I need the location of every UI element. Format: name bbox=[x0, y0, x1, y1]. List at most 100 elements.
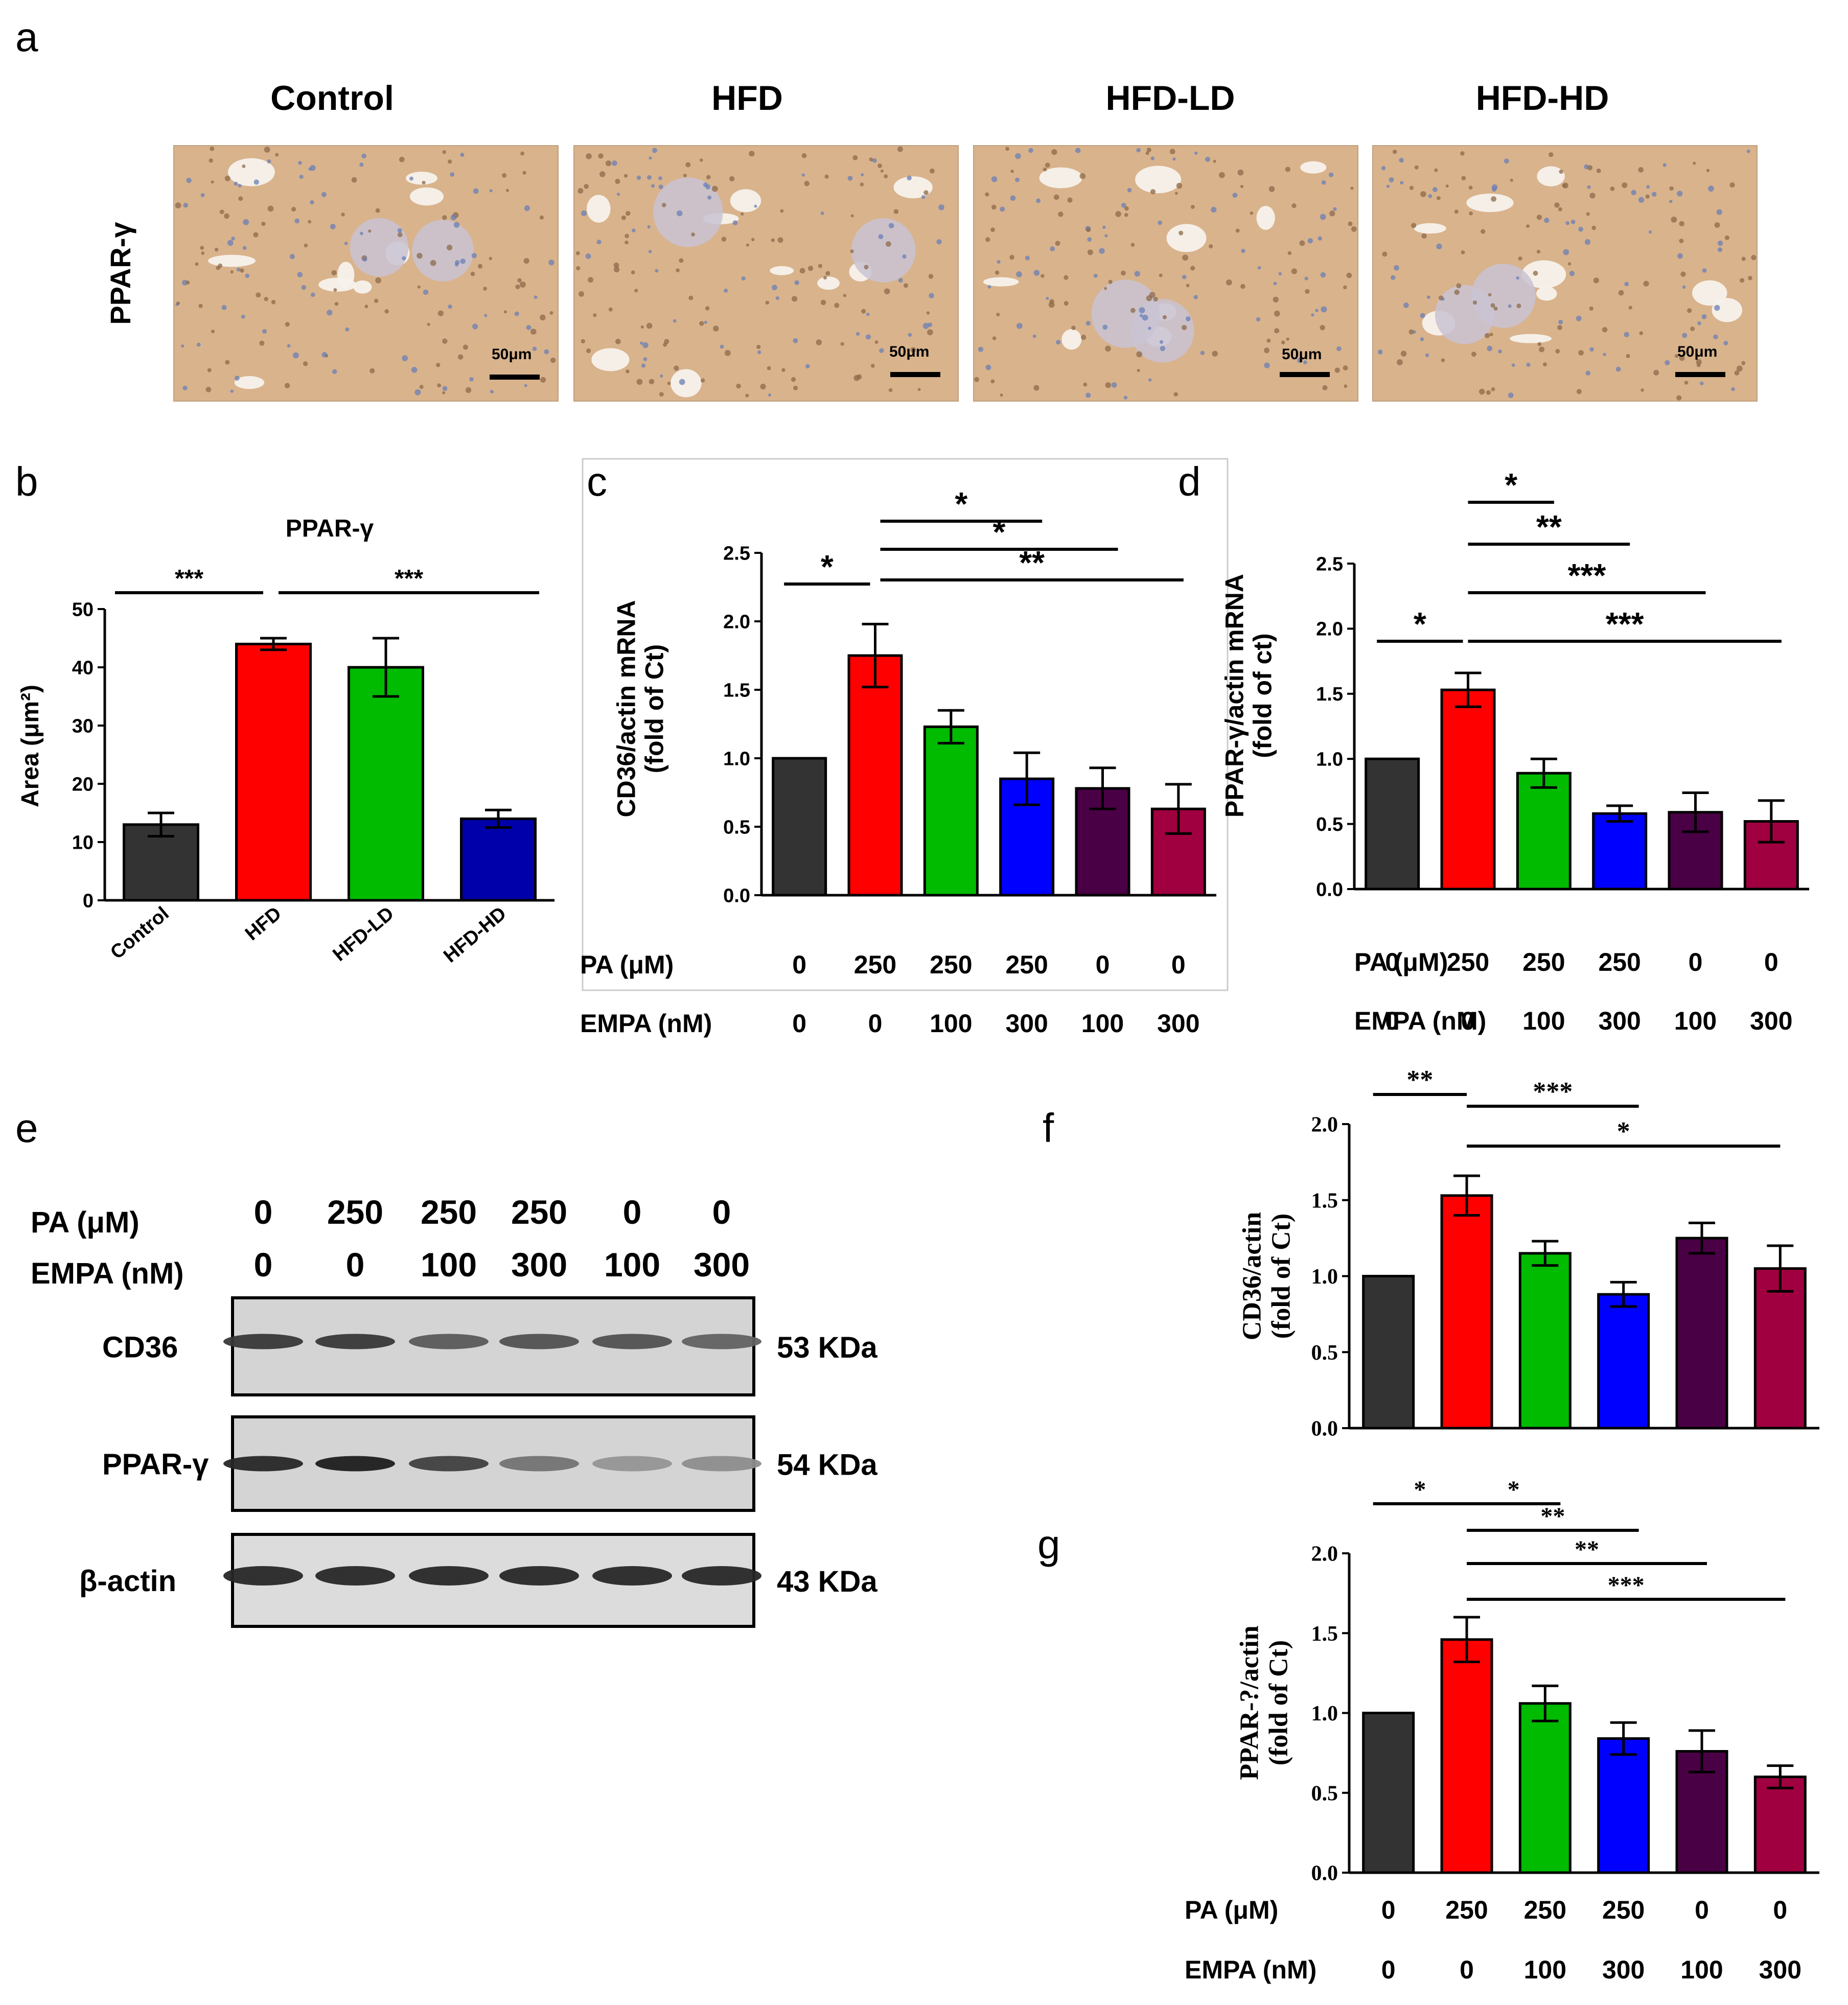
nucleus bbox=[1469, 211, 1473, 216]
nucleus bbox=[1638, 197, 1645, 203]
blot-protein-label: β-actin bbox=[79, 1565, 176, 1598]
nucleus bbox=[1603, 353, 1606, 356]
nucleus bbox=[679, 379, 685, 385]
nucleus bbox=[1028, 148, 1033, 153]
nucleus bbox=[422, 180, 426, 185]
nucleus bbox=[824, 174, 829, 179]
nucleus bbox=[917, 388, 921, 391]
lumen-space bbox=[591, 348, 630, 371]
nucleus bbox=[409, 176, 413, 181]
nucleus bbox=[183, 202, 188, 208]
nucleus bbox=[519, 282, 526, 288]
nucleus bbox=[1150, 189, 1156, 195]
nucleus bbox=[1622, 182, 1628, 189]
nucleus bbox=[1536, 249, 1541, 254]
micrograph-hfd-ld bbox=[973, 145, 1358, 402]
nucleus bbox=[1185, 316, 1191, 321]
nucleus bbox=[711, 185, 718, 192]
nucleus bbox=[234, 181, 238, 186]
pa-value: 0 bbox=[623, 1193, 642, 1231]
nucleus bbox=[640, 325, 644, 329]
band bbox=[315, 1334, 395, 1349]
nucleus bbox=[1639, 331, 1644, 335]
nucleus bbox=[1486, 390, 1491, 395]
bar-3 bbox=[1518, 1252, 1572, 1430]
nucleus bbox=[625, 234, 629, 239]
nucleus bbox=[1240, 184, 1244, 189]
y-tick-label: 30 bbox=[72, 715, 94, 737]
nucleus bbox=[1257, 266, 1261, 270]
nucleus bbox=[1333, 207, 1337, 211]
nucleus bbox=[530, 329, 537, 335]
nucleus bbox=[1297, 358, 1303, 363]
nucleus bbox=[700, 158, 703, 162]
nucleus bbox=[259, 340, 265, 346]
x-tick-label: Control bbox=[106, 903, 173, 964]
nucleus bbox=[1570, 219, 1576, 224]
nucleus bbox=[613, 266, 620, 273]
nucleus bbox=[843, 294, 847, 297]
group-label-hfd-hd: HFD-HD bbox=[1476, 79, 1609, 118]
nucleus bbox=[1396, 359, 1403, 366]
band bbox=[592, 1456, 672, 1472]
lumen-space bbox=[1039, 167, 1082, 189]
nucleus bbox=[227, 240, 234, 246]
nucleus bbox=[333, 288, 337, 292]
lumen-space bbox=[1536, 286, 1557, 301]
nucleus bbox=[1193, 295, 1198, 299]
nucleus bbox=[430, 260, 436, 266]
band bbox=[682, 1334, 761, 1349]
nucleus bbox=[793, 385, 798, 390]
nucleus bbox=[1148, 378, 1152, 382]
nucleus bbox=[211, 180, 214, 184]
nucleus bbox=[1432, 187, 1438, 192]
nucleus bbox=[1713, 334, 1718, 340]
chart-f-cd36-protein: CD36/actin(fold of Ct) 0.0 0.5 1.0 1.5 2.0 *… bbox=[1237, 1065, 1819, 1441]
nucleus bbox=[632, 228, 636, 232]
nucleus bbox=[1256, 317, 1261, 322]
nucleus bbox=[720, 344, 724, 349]
nucleus bbox=[586, 153, 592, 159]
nucleus bbox=[308, 167, 312, 171]
nucleus bbox=[1411, 223, 1417, 228]
nucleus bbox=[1682, 285, 1686, 289]
y-axis-label-line: CD36/actin mRNA bbox=[612, 600, 641, 817]
nucleus bbox=[360, 231, 363, 236]
nucleus bbox=[442, 215, 447, 220]
pa-value: 250 bbox=[327, 1193, 383, 1231]
nucleus bbox=[616, 193, 620, 196]
y-axis-label-line: (fold of Ct) bbox=[1267, 1214, 1296, 1339]
nucleus bbox=[903, 283, 909, 288]
scale-bar-label: 50μm bbox=[492, 346, 532, 363]
lumen-space bbox=[1712, 298, 1743, 322]
band bbox=[315, 1456, 395, 1472]
nucleus bbox=[1549, 152, 1554, 157]
nucleus bbox=[484, 314, 488, 317]
nucleus bbox=[442, 150, 447, 154]
nucleus bbox=[411, 366, 418, 373]
lumen-space bbox=[1414, 223, 1446, 234]
empa-row-label: EMPA (nM) bbox=[31, 1257, 184, 1290]
nucleus bbox=[799, 268, 805, 274]
nucleus bbox=[1565, 221, 1570, 225]
scale-bar-label: 50μm bbox=[889, 343, 929, 360]
nucleus bbox=[1386, 184, 1390, 188]
nucleus bbox=[655, 269, 659, 273]
panel-letter-a: a bbox=[15, 14, 38, 60]
panel-e-western-blot: PA (μM) EMPA (nM) 0 250 250 250 0 0 0 0 100 300 100 3… bbox=[31, 1193, 877, 1628]
nucleus bbox=[1729, 182, 1735, 188]
nucleus bbox=[1697, 321, 1701, 325]
nucleus bbox=[1123, 395, 1128, 400]
bar-4 bbox=[1597, 1737, 1650, 1874]
band bbox=[499, 1566, 579, 1586]
nucleus bbox=[261, 221, 266, 226]
nucleus bbox=[1182, 254, 1189, 261]
nucleus bbox=[1420, 337, 1424, 341]
nucleus bbox=[1211, 206, 1217, 213]
nucleus bbox=[1159, 340, 1164, 344]
panel-letter-e: e bbox=[15, 1105, 38, 1151]
y-tick-label: 0.0 bbox=[1316, 879, 1343, 900]
nucleus bbox=[625, 240, 629, 245]
nucleus bbox=[1320, 272, 1326, 278]
nucleus bbox=[1610, 186, 1615, 191]
